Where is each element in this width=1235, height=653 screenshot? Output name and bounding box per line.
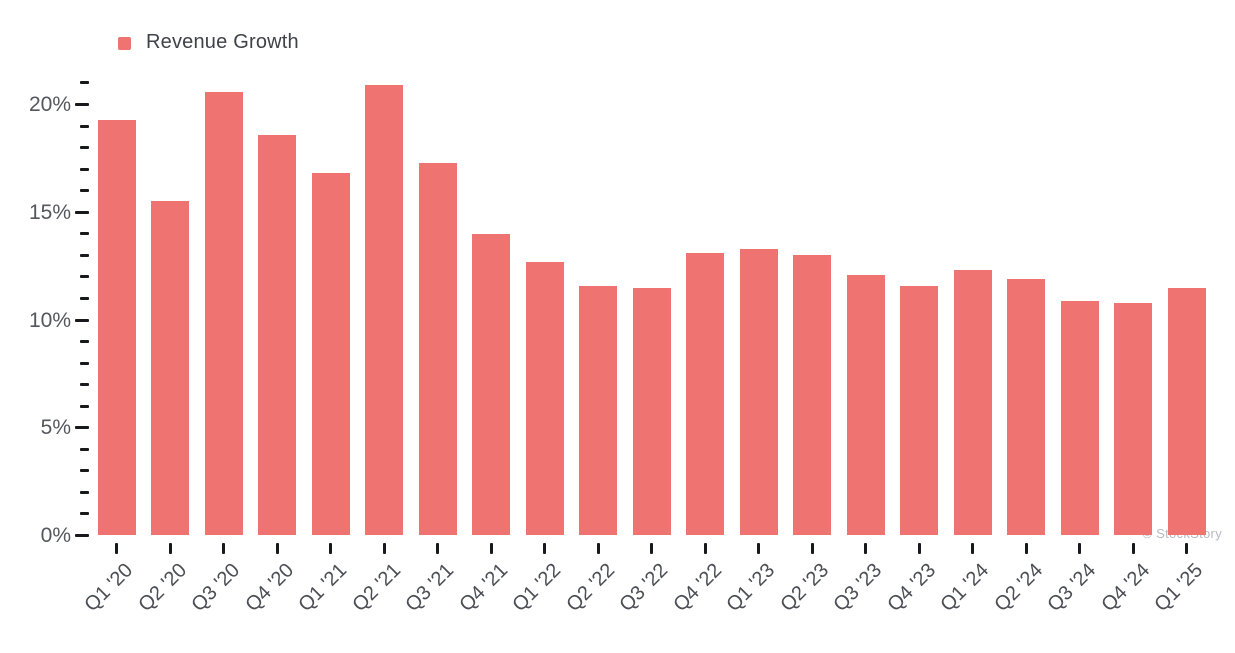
bar-q4-21[interactable] bbox=[472, 233, 510, 536]
bar-q2-23[interactable] bbox=[793, 255, 831, 536]
y-axis-tick bbox=[75, 210, 89, 214]
bar-q3-21[interactable] bbox=[418, 162, 457, 536]
y-axis-tick bbox=[75, 318, 89, 322]
x-axis-tick bbox=[757, 543, 760, 554]
y-axis-tick bbox=[80, 167, 89, 171]
bar-q2-24[interactable] bbox=[1007, 279, 1045, 536]
bar-q2-21[interactable] bbox=[365, 85, 403, 536]
x-axis-tick-label-text: Q2 '22 bbox=[562, 559, 619, 617]
bar-q2-20[interactable] bbox=[151, 201, 189, 536]
x-axis-tick-label-text: Q3 '23 bbox=[829, 559, 887, 617]
x-axis-tick-label-text: Q4 '21 bbox=[455, 559, 512, 617]
x-axis-tick-label-text: Q3 '22 bbox=[615, 559, 673, 617]
x-axis-tick bbox=[917, 543, 921, 554]
y-axis-tick-label: 20% bbox=[28, 93, 71, 116]
x-axis-tick-label-text: Q2 '23 bbox=[776, 559, 833, 617]
y-axis-tick bbox=[75, 534, 89, 537]
y-axis-tick-label: 0% bbox=[40, 524, 71, 547]
x-axis-tick bbox=[1131, 543, 1135, 554]
chart-legend[interactable]: Revenue Growth bbox=[118, 31, 299, 54]
x-axis-tick bbox=[489, 543, 493, 554]
x-axis-tick bbox=[115, 543, 118, 554]
x-axis-tick bbox=[1185, 543, 1188, 554]
bar-q1-22[interactable] bbox=[525, 261, 564, 536]
bar-q1-23[interactable] bbox=[739, 248, 778, 536]
x-axis-tick bbox=[222, 543, 225, 554]
bar-q3-22[interactable] bbox=[632, 287, 671, 536]
x-axis-tick-label-text: Q2 '24 bbox=[990, 559, 1047, 617]
bar-q3-23[interactable] bbox=[846, 274, 885, 536]
y-axis-tick bbox=[80, 275, 89, 279]
y-axis-tick bbox=[80, 383, 89, 387]
y-axis-tick bbox=[75, 426, 89, 430]
x-axis-tick bbox=[864, 543, 867, 554]
x-axis-tick-label-text: Q2 '21 bbox=[348, 559, 405, 617]
x-axis-tick-label-text: Q4 '22 bbox=[669, 559, 726, 617]
y-axis-tick-label: 15% bbox=[28, 200, 71, 224]
y-axis-tick bbox=[80, 81, 89, 85]
x-axis-tick bbox=[703, 543, 707, 554]
x-axis-tick-label-text: Q1 '25 bbox=[1150, 559, 1208, 617]
y-axis-tick bbox=[80, 490, 89, 494]
bar-q4-20[interactable] bbox=[258, 134, 296, 536]
x-axis-tick-label-text: Q3 '21 bbox=[401, 559, 459, 617]
y-axis-tick bbox=[80, 447, 89, 451]
y-axis-tick-label: 5% bbox=[40, 416, 71, 440]
x-axis-tick bbox=[436, 543, 439, 554]
y-axis-tick bbox=[80, 146, 89, 150]
x-axis-tick bbox=[168, 543, 172, 554]
x-axis-tick-label-text: Q1 '24 bbox=[936, 559, 994, 617]
x-axis-tick bbox=[275, 543, 279, 554]
y-axis-tick bbox=[80, 361, 89, 365]
bar-q1-20[interactable] bbox=[97, 119, 136, 536]
x-axis-tick-label-text: Q1 '22 bbox=[508, 559, 566, 617]
bar-q4-23[interactable] bbox=[900, 285, 938, 536]
x-axis-tick-label-text: Q2 '20 bbox=[134, 559, 191, 617]
x-axis-tick-label-text: Q4 '20 bbox=[241, 559, 298, 617]
x-axis-tick-label-text: Q1 '21 bbox=[294, 559, 352, 617]
y-axis-tick bbox=[80, 296, 89, 300]
y-axis-tick bbox=[80, 404, 89, 408]
x-axis-tick-label-text: Q1 '23 bbox=[722, 559, 780, 617]
bar-q1-24[interactable] bbox=[953, 270, 992, 536]
x-axis-tick-label-text: Q3 '20 bbox=[187, 559, 245, 617]
y-axis-tick bbox=[80, 512, 89, 516]
y-axis-tick bbox=[80, 232, 89, 236]
y-axis-tick bbox=[80, 469, 89, 473]
bar-q1-25[interactable] bbox=[1167, 287, 1206, 536]
y-axis-tick bbox=[75, 103, 89, 106]
legend-swatch-icon bbox=[118, 37, 131, 50]
x-axis-tick bbox=[329, 543, 332, 554]
x-axis-tick bbox=[810, 543, 814, 554]
legend-label: Revenue Growth bbox=[146, 31, 299, 53]
bar-q2-22[interactable] bbox=[579, 285, 617, 536]
x-axis-tick bbox=[543, 543, 546, 554]
bar-q3-24[interactable] bbox=[1060, 300, 1099, 536]
bar-q3-20[interactable] bbox=[204, 91, 243, 536]
x-axis-tick bbox=[1024, 543, 1028, 554]
y-axis-tick bbox=[80, 340, 89, 344]
x-axis-tick-label-text: Q4 '24 bbox=[1097, 559, 1154, 617]
y-axis-tick bbox=[80, 189, 89, 193]
y-axis-tick bbox=[80, 124, 89, 128]
x-axis-tick bbox=[596, 543, 600, 554]
x-axis-tick-label-text: Q3 '24 bbox=[1043, 559, 1101, 617]
bar-q1-21[interactable] bbox=[311, 173, 350, 536]
bar-q4-24[interactable] bbox=[1114, 302, 1152, 536]
y-axis-tick bbox=[80, 253, 89, 257]
x-axis-tick bbox=[382, 543, 386, 554]
x-axis-tick-label-text: Q1 '20 bbox=[80, 559, 138, 617]
x-axis-tick-label-text: Q4 '23 bbox=[883, 559, 940, 617]
x-axis-tick bbox=[971, 543, 974, 554]
x-axis-tick bbox=[650, 543, 653, 554]
bar-q4-22[interactable] bbox=[686, 253, 724, 536]
y-axis-tick-label: 10% bbox=[28, 308, 71, 332]
x-axis-tick bbox=[1078, 543, 1081, 554]
